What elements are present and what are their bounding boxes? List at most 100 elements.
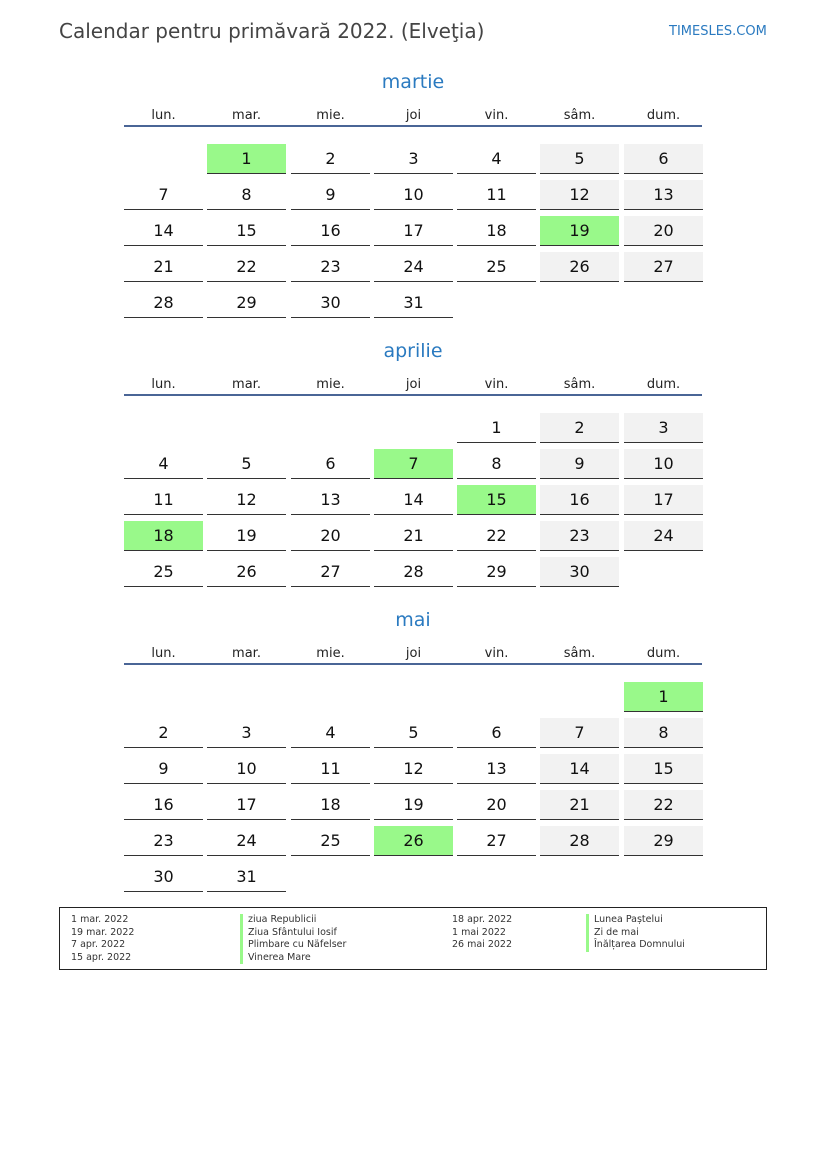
day-cell[interactable]: 1 xyxy=(624,682,703,712)
day-cell[interactable]: 25 xyxy=(291,826,370,856)
day-cell[interactable]: 3 xyxy=(624,413,703,443)
day-cell[interactable]: 8 xyxy=(624,718,703,748)
day-cell[interactable]: 26 xyxy=(374,826,453,856)
day-cell[interactable]: 1 xyxy=(457,413,536,443)
day-cell[interactable]: 5 xyxy=(540,144,619,174)
day-cell[interactable]: 2 xyxy=(540,413,619,443)
day-cell[interactable]: 31 xyxy=(207,862,286,892)
day-cell[interactable]: 9 xyxy=(124,754,203,784)
day-cell[interactable]: 20 xyxy=(624,216,703,246)
day-cell[interactable]: 23 xyxy=(540,521,619,551)
day-cell[interactable]: 24 xyxy=(624,521,703,551)
day-cell[interactable]: 4 xyxy=(291,718,370,748)
day-cell[interactable]: 4 xyxy=(457,144,536,174)
day-cell[interactable]: 25 xyxy=(124,557,203,587)
day-cell[interactable]: 22 xyxy=(207,252,286,282)
day-cell[interactable]: 16 xyxy=(291,216,370,246)
day-cell[interactable]: 20 xyxy=(291,521,370,551)
day-cell[interactable]: 11 xyxy=(457,180,536,210)
day-cell[interactable]: 30 xyxy=(291,288,370,318)
day-cell[interactable]: 18 xyxy=(124,521,203,551)
day-cell[interactable]: 27 xyxy=(457,826,536,856)
day-cell[interactable]: 11 xyxy=(291,754,370,784)
legend-date: 19 mar. 2022 xyxy=(71,926,135,938)
day-cell[interactable]: 15 xyxy=(457,485,536,515)
day-cell[interactable]: 10 xyxy=(207,754,286,784)
day-cell[interactable]: 28 xyxy=(124,288,203,318)
site-link[interactable]: TIMESLES.COM xyxy=(669,24,767,39)
day-cell[interactable]: 25 xyxy=(457,252,536,282)
day-cell[interactable]: 6 xyxy=(457,718,536,748)
day-cell[interactable]: 13 xyxy=(624,180,703,210)
day-cell[interactable]: 10 xyxy=(624,449,703,479)
day-cell[interactable]: 2 xyxy=(124,718,203,748)
day-cell[interactable]: 18 xyxy=(457,216,536,246)
day-cell[interactable]: 5 xyxy=(374,718,453,748)
day-cell[interactable]: 9 xyxy=(540,449,619,479)
day-cell[interactable]: 2 xyxy=(291,144,370,174)
day-cell[interactable]: 19 xyxy=(374,790,453,820)
weekday-header: joi xyxy=(405,377,422,392)
legend-holiday-name: Zi de mai xyxy=(586,926,639,939)
day-cell[interactable]: 26 xyxy=(540,252,619,282)
day-cell[interactable]: 12 xyxy=(540,180,619,210)
day-cell[interactable]: 21 xyxy=(374,521,453,551)
day-cell[interactable]: 30 xyxy=(124,862,203,892)
day-cell[interactable]: 7 xyxy=(540,718,619,748)
day-cell[interactable]: 12 xyxy=(207,485,286,515)
day-cell[interactable]: 5 xyxy=(207,449,286,479)
day-cell[interactable]: 24 xyxy=(207,826,286,856)
day-cell[interactable]: 26 xyxy=(207,557,286,587)
day-cell[interactable]: 19 xyxy=(540,216,619,246)
day-cell[interactable]: 23 xyxy=(291,252,370,282)
day-cell[interactable]: 22 xyxy=(624,790,703,820)
day-cell[interactable]: 28 xyxy=(374,557,453,587)
day-cell[interactable]: 1 xyxy=(207,144,286,174)
day-cell[interactable]: 14 xyxy=(124,216,203,246)
day-cell[interactable]: 24 xyxy=(374,252,453,282)
day-cell[interactable]: 11 xyxy=(124,485,203,515)
day-cell[interactable]: 27 xyxy=(624,252,703,282)
day-cell[interactable]: 15 xyxy=(207,216,286,246)
day-cell[interactable]: 15 xyxy=(624,754,703,784)
day-cell[interactable]: 20 xyxy=(457,790,536,820)
day-cell[interactable]: 4 xyxy=(124,449,203,479)
day-cell[interactable]: 22 xyxy=(457,521,536,551)
day-cell[interactable]: 17 xyxy=(374,216,453,246)
weekday-header: lun. xyxy=(151,108,176,123)
day-cell[interactable]: 7 xyxy=(374,449,453,479)
day-cell[interactable]: 17 xyxy=(207,790,286,820)
day-cell[interactable]: 12 xyxy=(374,754,453,784)
day-cell[interactable]: 31 xyxy=(374,288,453,318)
day-cell[interactable]: 6 xyxy=(291,449,370,479)
day-cell[interactable]: 29 xyxy=(207,288,286,318)
legend-date: 1 mai 2022 xyxy=(452,926,506,938)
day-cell[interactable]: 29 xyxy=(624,826,703,856)
day-cell[interactable]: 23 xyxy=(124,826,203,856)
day-cell[interactable]: 17 xyxy=(624,485,703,515)
day-cell[interactable]: 27 xyxy=(291,557,370,587)
header-divider xyxy=(124,663,702,665)
day-cell[interactable]: 3 xyxy=(374,144,453,174)
day-cell[interactable]: 13 xyxy=(291,485,370,515)
day-cell[interactable]: 16 xyxy=(540,485,619,515)
day-cell[interactable]: 9 xyxy=(291,180,370,210)
day-cell[interactable]: 18 xyxy=(291,790,370,820)
day-cell[interactable]: 16 xyxy=(124,790,203,820)
day-cell[interactable]: 14 xyxy=(374,485,453,515)
day-cell[interactable]: 21 xyxy=(124,252,203,282)
day-cell[interactable]: 7 xyxy=(124,180,203,210)
day-cell[interactable]: 19 xyxy=(207,521,286,551)
legend-holiday-name: Ziua Sfântului Iosif xyxy=(240,926,337,939)
day-cell[interactable]: 21 xyxy=(540,790,619,820)
day-cell[interactable]: 28 xyxy=(540,826,619,856)
day-cell[interactable]: 14 xyxy=(540,754,619,784)
day-cell[interactable]: 8 xyxy=(207,180,286,210)
day-cell[interactable]: 29 xyxy=(457,557,536,587)
day-cell[interactable]: 6 xyxy=(624,144,703,174)
day-cell[interactable]: 30 xyxy=(540,557,619,587)
day-cell[interactable]: 10 xyxy=(374,180,453,210)
day-cell[interactable]: 3 xyxy=(207,718,286,748)
day-cell[interactable]: 8 xyxy=(457,449,536,479)
day-cell[interactable]: 13 xyxy=(457,754,536,784)
